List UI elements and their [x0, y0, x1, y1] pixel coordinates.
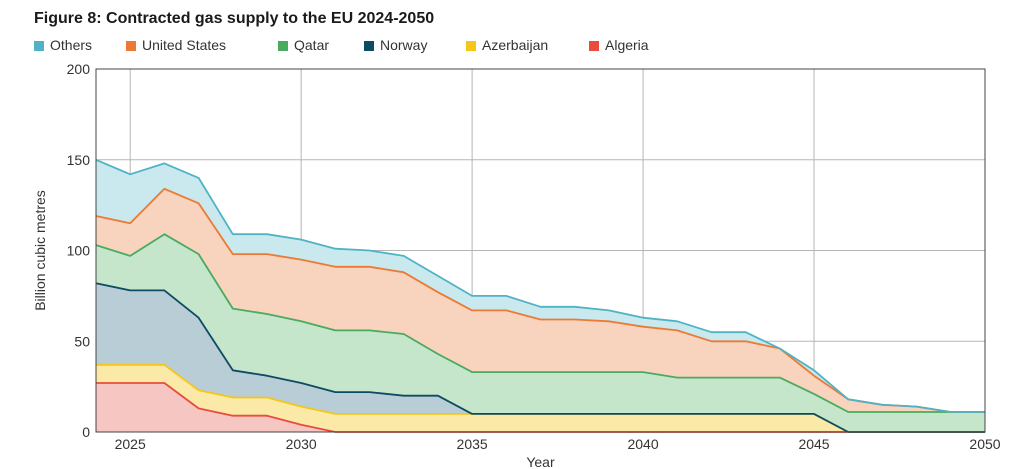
legend-item-norway: Norway	[364, 37, 427, 53]
legend-swatch-others	[34, 41, 44, 51]
legend-label-norway: Norway	[380, 37, 428, 53]
axis-layer: 0 50 100 150 200 2025 2030 2035 2040 2045 2050 Year…	[32, 61, 1001, 469]
legend-item-azerbaijan: Azerbaijan	[466, 37, 548, 53]
x-tick-label: 2025	[115, 436, 146, 452]
line-norway	[95, 282, 985, 433]
legend-swatch-norway	[364, 41, 374, 51]
x-axis-label: Year	[526, 454, 555, 469]
legend-label-qatar: Qatar	[294, 37, 330, 53]
line-qatar	[95, 233, 985, 413]
plot-frame	[95, 68, 986, 433]
legend-label-united-states: United States	[142, 37, 227, 53]
area-layer	[96, 159, 985, 432]
x-tick-label: 2045	[798, 436, 829, 452]
x-tick-label: 2050	[969, 436, 1000, 452]
area-others	[96, 159, 985, 412]
legend-item-qatar: Qatar	[278, 37, 329, 53]
y-tick-label: 100	[67, 243, 91, 259]
legend-swatch-azerbaijan	[466, 41, 476, 51]
y-axis-label: Billion cubic metres	[32, 190, 48, 311]
legend-swatch-qatar	[278, 41, 288, 51]
y-tick-label: 0	[82, 424, 90, 440]
legend-label-azerbaijan: Azerbaijan	[482, 37, 549, 53]
legend-swatch-united-states	[126, 41, 136, 51]
legend-swatch-algeria	[589, 41, 599, 51]
legend-item-algeria: Algeria	[589, 37, 649, 53]
y-tick-label: 200	[67, 61, 91, 77]
area-algeria	[96, 383, 985, 432]
area-united-states	[96, 188, 985, 412]
chart-title: Figure 8: Contracted gas supply to the E…	[34, 10, 435, 27]
legend-label-algeria: Algeria	[605, 37, 649, 53]
legend: Others United States Qatar Norway Azerba…	[34, 37, 734, 55]
y-tick-label: 50	[74, 333, 90, 349]
x-tick-label: 2040	[627, 436, 658, 452]
legend-label-others: Others	[50, 37, 93, 53]
line-united-states	[95, 187, 985, 413]
area-azerbaijan	[96, 364, 985, 432]
x-tick-label: 2035	[457, 436, 488, 452]
x-tick-label: 2030	[286, 436, 317, 452]
legend-item-others: Others	[34, 37, 92, 53]
line-others	[95, 158, 985, 413]
area-qatar	[96, 234, 985, 432]
y-tick-label: 150	[67, 152, 91, 168]
line-layer	[95, 158, 985, 433]
area-norway	[96, 283, 985, 432]
legend-item-united-states: United States	[126, 37, 226, 53]
